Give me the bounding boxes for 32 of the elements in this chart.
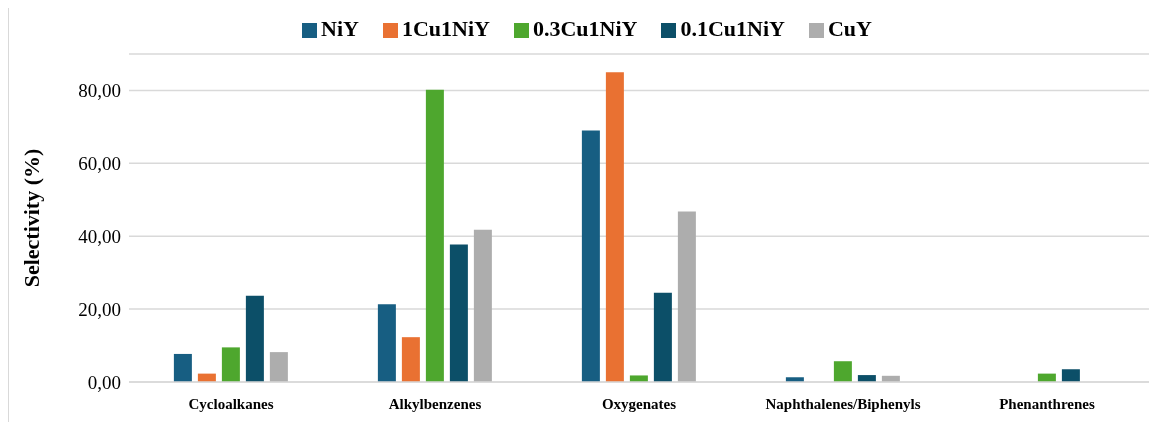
bar: [245, 295, 264, 382]
legend-label: CuY: [827, 16, 872, 41]
bar: [173, 353, 192, 382]
y-tick-label: 60,00: [78, 153, 121, 175]
x-tick-label: Oxygenates: [601, 395, 677, 412]
bar: [449, 244, 468, 382]
bar: [425, 89, 444, 382]
bar: [377, 304, 396, 382]
y-tick-label: 40,00: [78, 225, 121, 247]
bar: [269, 352, 288, 382]
x-tick-label: Cycloalkanes: [188, 395, 274, 412]
bar: [677, 211, 696, 382]
x-tick-label: Alkylbenzenes: [388, 395, 482, 412]
legend-label: 0.1Cu1NiY: [680, 16, 785, 41]
y-tick-label: 80,00: [78, 80, 121, 102]
bar: [653, 292, 672, 382]
legend-label: 0.3Cu1NiY: [532, 16, 638, 41]
bar: [473, 229, 492, 382]
y-tick-label: 20,00: [78, 298, 121, 320]
legend-label: NiY: [321, 16, 359, 41]
x-tick-label: Phenanthrenes: [999, 395, 1095, 412]
y-tick-label: 0,00: [87, 371, 121, 393]
bar: [401, 337, 420, 382]
x-tick-label: Naphthalenes/Biphenyls: [765, 395, 921, 412]
legend-label: 1Cu1NiY: [401, 16, 490, 41]
bar: [221, 347, 240, 382]
bar: [833, 361, 852, 382]
bar: [581, 130, 600, 382]
bar: [605, 72, 624, 382]
bar: [1061, 369, 1080, 382]
bar: [629, 375, 648, 382]
y-axis-title: Selectivity (%): [18, 148, 44, 288]
